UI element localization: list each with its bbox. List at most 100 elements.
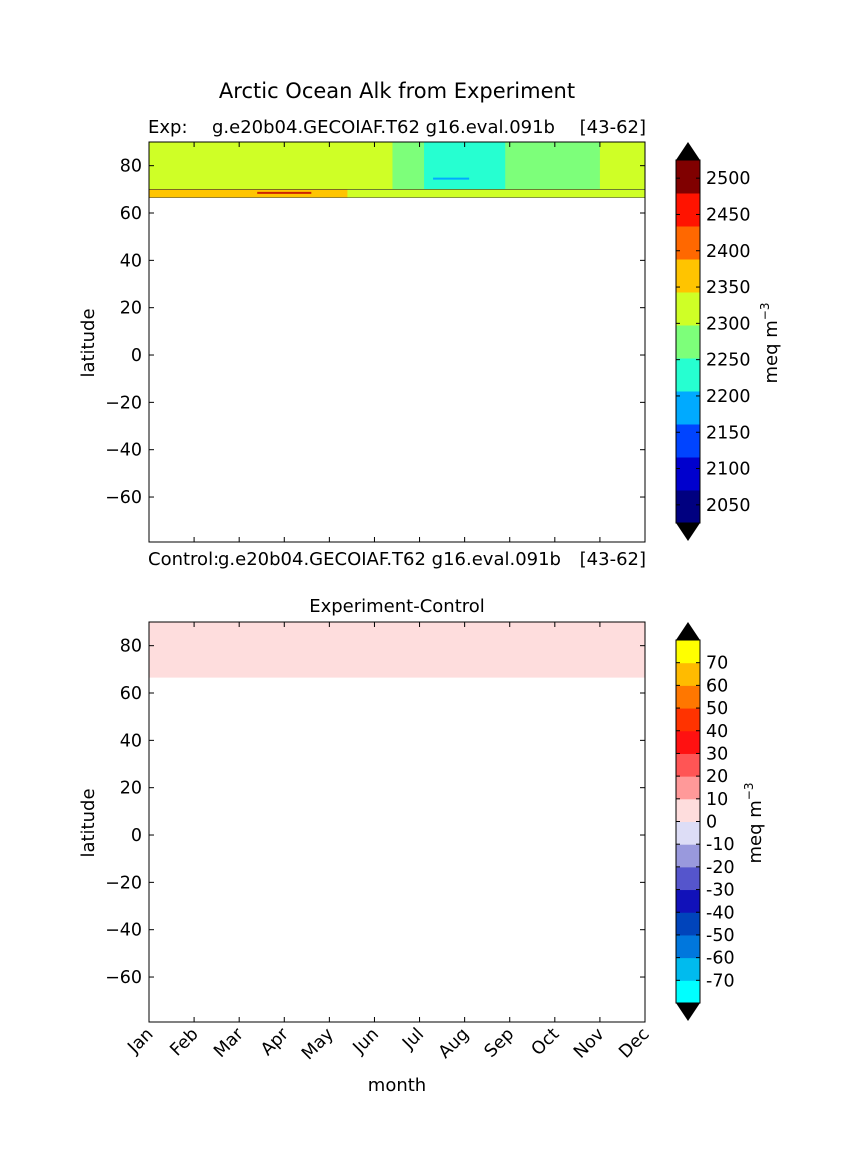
bottom-colorbar-tick-label: 70 [706, 654, 728, 674]
alk-contour-region [392, 142, 425, 190]
top-plot-contours [149, 177, 645, 198]
bottom-colorbar-swatch [676, 957, 700, 981]
bottom-ytick-label: 60 [120, 684, 142, 704]
bottom-ytick-label: −40 [105, 921, 142, 941]
top-colorbar-tick-label: 2450 [706, 205, 751, 225]
top-y-ticks: 80 60 40 20 0 −20 −40 −60 [105, 157, 645, 508]
top-colorbar-swatch [676, 193, 700, 227]
control-label: Control: [148, 549, 219, 570]
bottom-colorbar-swatch [676, 708, 700, 732]
top-ytick-label: −60 [105, 488, 142, 508]
top-colorbar-tick-label: 2300 [706, 314, 751, 334]
alk-contour-region [149, 189, 348, 198]
bottom-xtick-label: Apr [257, 1024, 293, 1060]
top-plot-fill [149, 142, 646, 198]
difference-region [149, 622, 645, 678]
top-plot-frame [148, 141, 646, 543]
bottom-xtick-label: Dec [615, 1024, 653, 1062]
bottom-colorbar-tick-label: 30 [706, 744, 728, 764]
bottom-xtick-label: Nov [570, 1024, 608, 1062]
top-colorbar-tick-label: 2400 [706, 242, 751, 262]
alk-contour-region [505, 142, 601, 190]
bottom-colorbar-swatch [676, 753, 700, 777]
bottom-colorbar-swatch [676, 980, 700, 1004]
bottom-colorbar-swatch [676, 934, 700, 959]
top-colorbar-swatch [676, 160, 700, 194]
bottom-colorbar-swatch [676, 821, 700, 845]
bottom-colorbar-tick-label: -50 [706, 926, 735, 946]
alk-contour-region [424, 142, 506, 190]
bottom-colorbar-swatch [676, 844, 700, 868]
alk-contour-region [599, 142, 646, 190]
bottom-colorbar-tick-label: 10 [706, 790, 728, 810]
top-colorbar-tick-label: 2250 [706, 351, 751, 371]
bottom-xtick-label: Mar [210, 1024, 248, 1062]
bottom-ytick-label: 80 [120, 637, 142, 657]
top-x-ticks [148, 142, 646, 542]
control-years: [43-62] [580, 549, 646, 570]
bottom-xtick-label: Aug [435, 1024, 473, 1062]
bottom-xtick-label: Feb [167, 1024, 203, 1060]
bottom-xtick-label: Oct [528, 1024, 564, 1060]
bottom-colorbar-tick-label: 0 [706, 813, 717, 833]
top-panel: Exp: g.e20b04.GECOIAF.T62 g16.eval.091b … [78, 117, 782, 543]
bottom-colorbar-tick-label: -40 [706, 903, 735, 923]
bottom-xtick-label: May [298, 1024, 338, 1064]
x-axis-label: month [368, 1075, 426, 1096]
bottom-plot-frame [148, 621, 646, 1023]
top-ytick-label: 40 [120, 251, 142, 271]
bottom-colorbar-swatch [676, 776, 700, 800]
top-ytick-label: 60 [120, 204, 142, 224]
top-colorbar: 2050 2100 2150 2200 2250 2300 2350 2400 2450 2500 [675, 142, 751, 541]
bottom-colorbar-tick-label: -30 [706, 881, 735, 901]
bottom-xtick-label: Sep [481, 1024, 518, 1061]
bottom-colorbar-swatch [676, 730, 700, 754]
exp-run-name: g.e20b04.GECOIAF.T62 g16.eval.091b [212, 117, 555, 138]
bottom-ytick-label: −20 [105, 873, 142, 893]
bottom-colorbar-swatch [676, 640, 700, 664]
top-colorbar-tick-label: 2350 [706, 278, 751, 298]
top-colorbar-tick-label: 2100 [706, 460, 751, 480]
top-colorbar-label: meq m−3 [758, 303, 782, 384]
alk-contour-region [347, 189, 646, 198]
exp-label: Exp: [148, 117, 188, 138]
bottom-ytick-label: 20 [120, 779, 142, 799]
bottom-colorbar-swatch [676, 889, 700, 913]
top-colorbar-swatch [676, 391, 700, 425]
bottom-colorbar-swatch [676, 912, 700, 936]
bottom-x-ticks: Jan Feb Mar Apr May Jun Jul Aug Sep Oct Nov Dec [124, 622, 654, 1064]
bottom-xtick-label: Jan [124, 1024, 158, 1058]
bottom-ytick-label: −60 [105, 968, 142, 988]
bottom-colorbar-tick-label: 40 [706, 722, 728, 742]
bottom-xtick-label: Jul [398, 1024, 428, 1054]
exp-years: [43-62] [580, 117, 646, 138]
top-colorbar-swatch [676, 457, 700, 491]
bottom-plot-fill [149, 622, 645, 678]
bottom-ytick-label: 0 [131, 826, 142, 846]
top-colorbar-swatch [676, 358, 700, 392]
bottom-colorbar-tick-label: -20 [706, 858, 735, 878]
top-colorbar-swatch [676, 292, 700, 326]
top-colorbar-tick-label: 2500 [706, 169, 751, 189]
bottom-panel: Control: g.e20b04.GECOIAF.T62 g16.eval.0… [78, 549, 766, 1096]
alk-contour-region [149, 142, 393, 190]
bottom-colorbar-tick-label: -10 [706, 835, 735, 855]
top-y-axis-label: latitude [78, 308, 99, 377]
bottom-colorbar-swatch [676, 798, 700, 822]
top-ytick-label: −20 [105, 393, 142, 413]
top-colorbar-tick-label: 2200 [706, 387, 751, 407]
difference-title: Experiment-Control [309, 596, 485, 617]
top-colorbar-max-extend-arrow [676, 142, 700, 160]
top-ytick-label: 80 [120, 157, 142, 177]
top-colorbar-tick-label: 2150 [706, 423, 751, 443]
top-colorbar-min-extend-arrow [676, 523, 700, 541]
top-colorbar-frame [675, 159, 701, 524]
bottom-colorbar-tick-label: 50 [706, 699, 728, 719]
control-run-name: g.e20b04.GECOIAF.T62 g16.eval.091b [218, 549, 561, 570]
bottom-colorbar-tick-label: 20 [706, 767, 728, 787]
bottom-colorbar-tick-label: -70 [706, 971, 735, 991]
bottom-colorbar-swatch [676, 662, 700, 686]
bottom-colorbar-swatch [676, 685, 700, 709]
